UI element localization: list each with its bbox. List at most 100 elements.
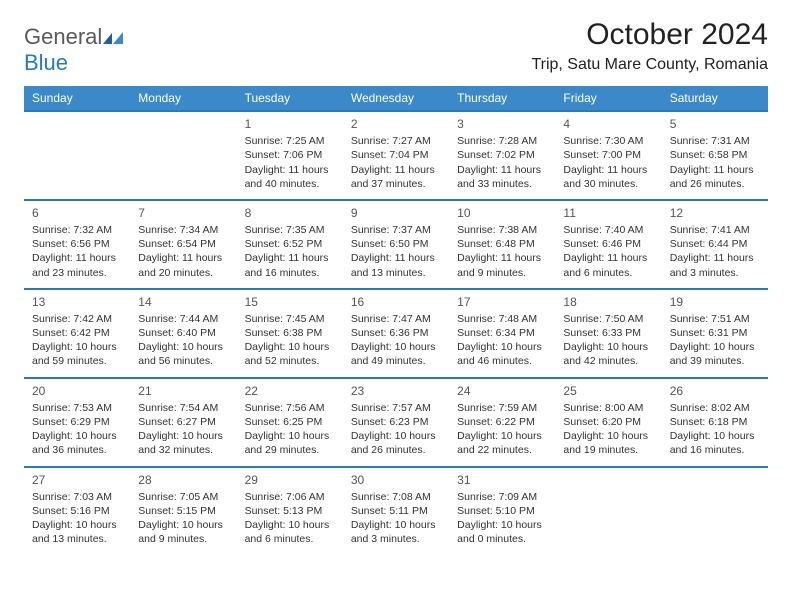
calendar-cell: 25Sunrise: 8:00 AMSunset: 6:20 PMDayligh… [555,379,661,466]
day-number: 4 [563,116,653,132]
calendar-cell: 31Sunrise: 7:09 AMSunset: 5:10 PMDayligh… [449,468,555,555]
sunrise-text: Sunrise: 7:42 AM [32,312,122,326]
sunset-text: Sunset: 5:13 PM [245,504,335,518]
calendar-cell: 9Sunrise: 7:37 AMSunset: 6:50 PMDaylight… [343,201,449,288]
calendar-page: General Blue October 2024 Trip, Satu Mar… [0,0,792,564]
day-number: 8 [245,205,335,221]
sunrise-text: Sunrise: 7:32 AM [32,223,122,237]
calendar-cell: 6Sunrise: 7:32 AMSunset: 6:56 PMDaylight… [24,201,130,288]
sunset-text: Sunset: 6:44 PM [670,237,760,251]
sunrise-text: Sunrise: 7:27 AM [351,134,441,148]
calendar-cell: 3Sunrise: 7:28 AMSunset: 7:02 PMDaylight… [449,112,555,199]
sunset-text: Sunset: 6:27 PM [138,415,228,429]
day-number: 21 [138,383,228,399]
daylight-text: Daylight: 10 hours and 19 minutes. [563,429,653,457]
sunset-text: Sunset: 6:20 PM [563,415,653,429]
sunrise-text: Sunrise: 7:44 AM [138,312,228,326]
sunrise-text: Sunrise: 8:02 AM [670,401,760,415]
day-number: 23 [351,383,441,399]
day-number: 30 [351,472,441,488]
day-number: 24 [457,383,547,399]
sunrise-text: Sunrise: 7:41 AM [670,223,760,237]
sunset-text: Sunset: 7:02 PM [457,148,547,162]
day-number: 17 [457,294,547,310]
daylight-text: Daylight: 10 hours and 26 minutes. [351,429,441,457]
weekday-header: Friday [555,86,661,110]
sunrise-text: Sunrise: 7:03 AM [32,490,122,504]
sunrise-text: Sunrise: 7:59 AM [457,401,547,415]
calendar-cell [662,468,768,555]
day-number: 14 [138,294,228,310]
sunrise-text: Sunrise: 7:30 AM [563,134,653,148]
sunrise-text: Sunrise: 7:31 AM [670,134,760,148]
sunset-text: Sunset: 6:25 PM [245,415,335,429]
calendar-cell [24,112,130,199]
sunset-text: Sunset: 6:54 PM [138,237,228,251]
weekday-header: Wednesday [343,86,449,110]
sunset-text: Sunset: 5:15 PM [138,504,228,518]
calendar-cell: 2Sunrise: 7:27 AMSunset: 7:04 PMDaylight… [343,112,449,199]
daylight-text: Daylight: 10 hours and 36 minutes. [32,429,122,457]
sunset-text: Sunset: 5:10 PM [457,504,547,518]
sunrise-text: Sunrise: 7:47 AM [351,312,441,326]
calendar-cell: 1Sunrise: 7:25 AMSunset: 7:06 PMDaylight… [237,112,343,199]
sunset-text: Sunset: 6:36 PM [351,326,441,340]
day-number: 29 [245,472,335,488]
daylight-text: Daylight: 11 hours and 9 minutes. [457,251,547,279]
daylight-text: Daylight: 10 hours and 42 minutes. [563,340,653,368]
sunrise-text: Sunrise: 7:28 AM [457,134,547,148]
sunrise-text: Sunrise: 7:08 AM [351,490,441,504]
calendar-week: 1Sunrise: 7:25 AMSunset: 7:06 PMDaylight… [24,110,768,199]
sunrise-text: Sunrise: 7:48 AM [457,312,547,326]
calendar-cell: 24Sunrise: 7:59 AMSunset: 6:22 PMDayligh… [449,379,555,466]
sunrise-text: Sunrise: 7:35 AM [245,223,335,237]
weekday-header: Saturday [662,86,768,110]
calendar-cell: 4Sunrise: 7:30 AMSunset: 7:00 PMDaylight… [555,112,661,199]
sunset-text: Sunset: 6:52 PM [245,237,335,251]
daylight-text: Daylight: 11 hours and 30 minutes. [563,163,653,191]
sunset-text: Sunset: 7:04 PM [351,148,441,162]
sunset-text: Sunset: 6:38 PM [245,326,335,340]
calendar-cell: 8Sunrise: 7:35 AMSunset: 6:52 PMDaylight… [237,201,343,288]
sunrise-text: Sunrise: 7:56 AM [245,401,335,415]
sunrise-text: Sunrise: 7:45 AM [245,312,335,326]
calendar-week: 20Sunrise: 7:53 AMSunset: 6:29 PMDayligh… [24,377,768,466]
sunset-text: Sunset: 6:33 PM [563,326,653,340]
day-number: 19 [670,294,760,310]
header: General Blue October 2024 Trip, Satu Mar… [24,18,768,76]
day-number: 26 [670,383,760,399]
day-number: 1 [245,116,335,132]
daylight-text: Daylight: 11 hours and 26 minutes. [670,163,760,191]
calendar-cell: 18Sunrise: 7:50 AMSunset: 6:33 PMDayligh… [555,290,661,377]
daylight-text: Daylight: 10 hours and 13 minutes. [32,518,122,546]
daylight-text: Daylight: 11 hours and 13 minutes. [351,251,441,279]
sunset-text: Sunset: 6:29 PM [32,415,122,429]
title-block: October 2024 Trip, Satu Mare County, Rom… [531,18,768,74]
logo-blue: Blue [24,50,68,75]
weekday-header: Tuesday [237,86,343,110]
daylight-text: Daylight: 10 hours and 16 minutes. [670,429,760,457]
day-number: 27 [32,472,122,488]
daylight-text: Daylight: 10 hours and 46 minutes. [457,340,547,368]
daylight-text: Daylight: 10 hours and 22 minutes. [457,429,547,457]
calendar-week: 13Sunrise: 7:42 AMSunset: 6:42 PMDayligh… [24,288,768,377]
day-number: 16 [351,294,441,310]
logo-mark-icon [102,25,124,39]
sunrise-text: Sunrise: 7:51 AM [670,312,760,326]
calendar-cell: 5Sunrise: 7:31 AMSunset: 6:58 PMDaylight… [662,112,768,199]
day-number: 12 [670,205,760,221]
sunrise-text: Sunrise: 8:00 AM [563,401,653,415]
weekday-header: Thursday [449,86,555,110]
calendar-cell [130,112,236,199]
sunset-text: Sunset: 6:23 PM [351,415,441,429]
daylight-text: Daylight: 11 hours and 37 minutes. [351,163,441,191]
daylight-text: Daylight: 10 hours and 29 minutes. [245,429,335,457]
calendar-cell: 19Sunrise: 7:51 AMSunset: 6:31 PMDayligh… [662,290,768,377]
calendar-cell: 7Sunrise: 7:34 AMSunset: 6:54 PMDaylight… [130,201,236,288]
daylight-text: Daylight: 11 hours and 6 minutes. [563,251,653,279]
daylight-text: Daylight: 11 hours and 23 minutes. [32,251,122,279]
daylight-text: Daylight: 11 hours and 3 minutes. [670,251,760,279]
calendar: Sunday Monday Tuesday Wednesday Thursday… [24,86,768,554]
daylight-text: Daylight: 10 hours and 49 minutes. [351,340,441,368]
calendar-cell: 30Sunrise: 7:08 AMSunset: 5:11 PMDayligh… [343,468,449,555]
